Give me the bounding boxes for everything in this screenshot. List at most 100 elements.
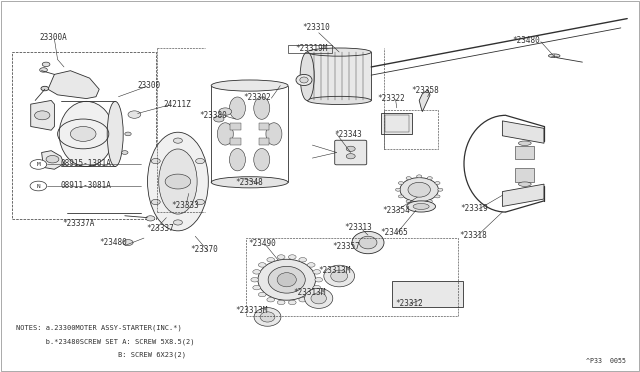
Text: B: SCREW 6X23(2): B: SCREW 6X23(2) bbox=[16, 352, 186, 358]
Circle shape bbox=[40, 68, 47, 72]
Ellipse shape bbox=[253, 97, 270, 119]
Text: *23490: *23490 bbox=[248, 239, 276, 248]
Circle shape bbox=[253, 270, 260, 274]
Ellipse shape bbox=[159, 149, 197, 214]
Bar bbox=[259, 123, 269, 130]
Bar bbox=[381, 113, 412, 134]
Circle shape bbox=[267, 298, 275, 302]
Text: N: N bbox=[36, 183, 40, 189]
Circle shape bbox=[313, 270, 321, 274]
Text: *23465: *23465 bbox=[381, 228, 408, 237]
Ellipse shape bbox=[324, 265, 355, 287]
Circle shape bbox=[438, 188, 443, 191]
FancyBboxPatch shape bbox=[335, 140, 367, 165]
Text: *23380: *23380 bbox=[200, 111, 227, 120]
Ellipse shape bbox=[230, 148, 246, 171]
Circle shape bbox=[417, 175, 422, 178]
Circle shape bbox=[299, 298, 307, 302]
Bar bbox=[307, 52, 371, 100]
Ellipse shape bbox=[307, 48, 371, 56]
Ellipse shape bbox=[260, 312, 275, 322]
Circle shape bbox=[267, 257, 275, 262]
Ellipse shape bbox=[407, 201, 435, 212]
Circle shape bbox=[259, 263, 266, 267]
Text: *23354: *23354 bbox=[383, 206, 410, 215]
Text: *23313M: *23313M bbox=[236, 306, 268, 315]
Ellipse shape bbox=[148, 132, 209, 231]
Text: *23480: *23480 bbox=[512, 36, 540, 45]
Circle shape bbox=[122, 151, 128, 154]
Ellipse shape bbox=[331, 270, 348, 282]
Ellipse shape bbox=[107, 102, 123, 167]
Text: *23313M: *23313M bbox=[293, 288, 326, 296]
Circle shape bbox=[123, 240, 133, 246]
Circle shape bbox=[435, 195, 440, 198]
Polygon shape bbox=[502, 184, 544, 206]
Circle shape bbox=[398, 182, 403, 185]
Circle shape bbox=[196, 158, 205, 164]
Ellipse shape bbox=[305, 288, 333, 308]
Text: ^P33  0055: ^P33 0055 bbox=[586, 358, 626, 364]
Ellipse shape bbox=[296, 74, 312, 86]
Text: *23319M: *23319M bbox=[296, 44, 328, 53]
Circle shape bbox=[30, 160, 47, 169]
Bar bbox=[246, 238, 458, 316]
Circle shape bbox=[151, 158, 160, 164]
Ellipse shape bbox=[253, 148, 270, 171]
Circle shape bbox=[346, 154, 355, 159]
Text: 08915-1381A: 08915-1381A bbox=[61, 159, 111, 168]
Text: M: M bbox=[36, 162, 40, 167]
Polygon shape bbox=[31, 100, 54, 130]
Ellipse shape bbox=[277, 273, 296, 287]
Text: 24211Z: 24211Z bbox=[163, 100, 191, 109]
Circle shape bbox=[315, 278, 323, 282]
Circle shape bbox=[253, 285, 260, 290]
Ellipse shape bbox=[211, 177, 288, 188]
Polygon shape bbox=[502, 121, 544, 143]
Ellipse shape bbox=[518, 182, 531, 186]
Ellipse shape bbox=[548, 54, 560, 58]
Circle shape bbox=[41, 86, 49, 91]
Text: *23480: *23480 bbox=[99, 238, 127, 247]
Text: 08911-3081A: 08911-3081A bbox=[61, 181, 111, 190]
Circle shape bbox=[398, 195, 403, 198]
Circle shape bbox=[125, 132, 131, 136]
Circle shape bbox=[196, 199, 205, 205]
Circle shape bbox=[435, 182, 440, 185]
Circle shape bbox=[251, 278, 259, 282]
Text: *23370: *23370 bbox=[191, 246, 218, 254]
Circle shape bbox=[35, 111, 50, 120]
Circle shape bbox=[42, 62, 50, 67]
Bar bbox=[385, 115, 409, 132]
Circle shape bbox=[277, 300, 285, 305]
Text: *23358: *23358 bbox=[412, 86, 439, 94]
Ellipse shape bbox=[400, 177, 438, 202]
Ellipse shape bbox=[60, 102, 114, 167]
Ellipse shape bbox=[230, 97, 246, 119]
Ellipse shape bbox=[413, 203, 429, 209]
Circle shape bbox=[277, 255, 285, 259]
Ellipse shape bbox=[211, 80, 288, 91]
Bar bbox=[230, 138, 241, 145]
Polygon shape bbox=[48, 71, 99, 99]
Ellipse shape bbox=[300, 52, 314, 100]
Bar bbox=[515, 146, 534, 159]
Text: *23333: *23333 bbox=[172, 201, 199, 210]
Circle shape bbox=[417, 202, 422, 205]
Ellipse shape bbox=[518, 141, 531, 145]
Text: *23322: *23322 bbox=[378, 94, 405, 103]
Circle shape bbox=[307, 292, 315, 297]
Text: *23337A: *23337A bbox=[63, 219, 95, 228]
Circle shape bbox=[219, 108, 232, 115]
Circle shape bbox=[70, 126, 96, 141]
Circle shape bbox=[46, 155, 59, 163]
Circle shape bbox=[299, 257, 307, 262]
Ellipse shape bbox=[300, 77, 308, 83]
Polygon shape bbox=[42, 151, 64, 169]
Bar bbox=[384, 110, 438, 149]
Ellipse shape bbox=[408, 182, 431, 197]
Bar bbox=[12, 52, 156, 219]
Bar bbox=[259, 138, 269, 145]
Ellipse shape bbox=[266, 123, 282, 145]
Text: *23348: *23348 bbox=[236, 178, 263, 187]
